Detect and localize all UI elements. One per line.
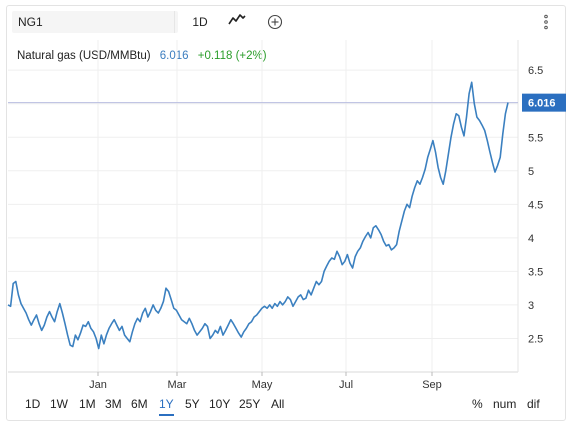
- price-tag: 6.016: [522, 93, 566, 112]
- mode-button-percent[interactable]: %: [472, 397, 483, 411]
- y-tick-label: 3: [528, 300, 534, 312]
- line-chart-icon: [228, 14, 246, 25]
- price-tag-label: 6.016: [528, 98, 556, 110]
- y-tick-label: 3.5: [528, 266, 543, 278]
- x-tick-label: Sep: [422, 379, 442, 391]
- range-button-1d[interactable]: 1D: [25, 397, 41, 411]
- vertical-dots-icon: [544, 14, 548, 30]
- y-tick-label: 5.5: [528, 132, 543, 144]
- price-tag-background: [522, 93, 566, 112]
- chart-toolbar: 1D: [0, 0, 574, 34]
- legend-change: +0.118 (+2%): [197, 50, 267, 62]
- x-tick-label: May: [252, 379, 273, 391]
- x-tick-label: Jan: [89, 379, 107, 391]
- range-bar: 1D 1W 1M 3M 6M 1Y 5Y 10Y 25Y All% num dif: [0, 388, 574, 420]
- x-axis: Jan Mar May Jul Sep: [89, 372, 442, 391]
- range-button-25y[interactable]: 25Y: [239, 397, 261, 411]
- range-button-5y[interactable]: 5Y: [185, 397, 200, 411]
- chart-frame: [6, 5, 566, 421]
- legend-price: 6.016: [159, 50, 189, 62]
- series-line: [7, 81, 509, 350]
- chart-grid: [8, 40, 519, 373]
- range-button-1y[interactable]: 1Y: [159, 396, 174, 416]
- mode-button-dif[interactable]: dif: [527, 397, 540, 411]
- interval-button[interactable]: 1D: [192, 15, 208, 29]
- y-tick-label: 2.5: [528, 333, 543, 345]
- range-button-3m[interactable]: 3M: [105, 397, 122, 411]
- range-button-6m[interactable]: 6M: [131, 397, 148, 411]
- range-button-1w[interactable]: 1W: [50, 397, 68, 411]
- symbol-input[interactable]: [12, 11, 178, 33]
- y-tick-label: 5: [528, 166, 534, 178]
- legend-name: Natural gas (USD/MMBtu): [17, 50, 151, 62]
- x-tick-label: Mar: [168, 379, 187, 391]
- range-button-10y[interactable]: 10Y: [209, 397, 231, 411]
- more-menu-button[interactable]: [536, 11, 556, 33]
- plus-circle-icon: [267, 14, 283, 30]
- mode-button-num[interactable]: num: [493, 397, 517, 411]
- y-tick-label: 6.5: [528, 65, 543, 77]
- toolbar-divider: [174, 11, 175, 33]
- range-button-1m[interactable]: 1M: [79, 397, 96, 411]
- y-tick-label: 4.5: [528, 199, 543, 211]
- chart-type-button[interactable]: [224, 11, 250, 33]
- x-tick-label: Jul: [339, 379, 353, 391]
- range-button-all[interactable]: All: [271, 397, 285, 411]
- chart-legend: Natural gas (USD/MMBtu) 6.016 +0.118 (+2…: [17, 50, 267, 62]
- add-indicator-button[interactable]: [262, 11, 288, 33]
- y-tick-label: 4: [528, 233, 534, 245]
